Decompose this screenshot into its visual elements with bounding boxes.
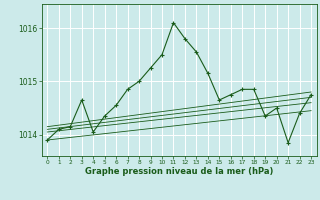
- X-axis label: Graphe pression niveau de la mer (hPa): Graphe pression niveau de la mer (hPa): [85, 167, 273, 176]
